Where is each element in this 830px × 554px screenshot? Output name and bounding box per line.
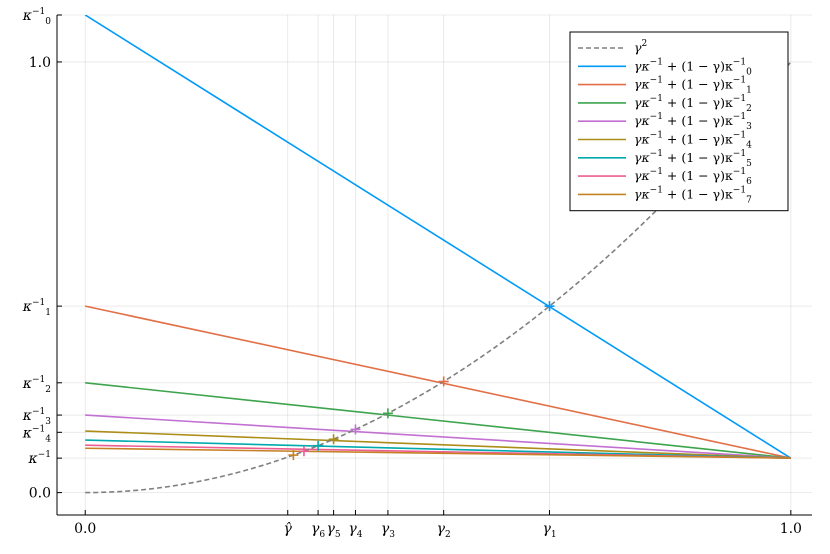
x-tick-label-5: γ3​ bbox=[381, 521, 395, 540]
legend-entry-series-5-label: γκ−1 + (1 − γ)κ−15​ bbox=[634, 149, 752, 169]
x-tick-label-4: γ4​ bbox=[348, 521, 362, 540]
y-tick-label-3: κ−13​ bbox=[22, 407, 51, 427]
intersection-marker-1 bbox=[438, 376, 449, 387]
series-line-4 bbox=[85, 430, 791, 459]
series-line-0 bbox=[84, 15, 792, 459]
intersection-marker-0 bbox=[544, 301, 555, 312]
series-line-5 bbox=[85, 439, 791, 459]
legend-entry-series-2-label: γκ−1 + (1 − γ)κ−12​ bbox=[634, 94, 752, 114]
x-tick-label-8: 1.0 bbox=[780, 521, 802, 537]
y-tick-label-1: κ−1​ bbox=[28, 450, 51, 467]
series-line-3 bbox=[85, 414, 791, 459]
x-tick-label-3: γ5​ bbox=[327, 521, 341, 540]
ticks: 0.0γ̂γ6​γ5​γ4​γ3​γ2​γ1​1.00.0κ−1​κ−14​κ−… bbox=[22, 7, 802, 540]
x-tick-label-2: γ6​ bbox=[311, 521, 325, 540]
x-tick-label-0: 0.0 bbox=[74, 521, 96, 537]
legend-entry-series-0-label: γκ−1 + (1 − γ)κ−10​ bbox=[634, 57, 752, 77]
legend-entry-series-7-label: γκ−1 + (1 − γ)κ−17​ bbox=[634, 185, 752, 205]
x-tick-label-6: γ2​ bbox=[437, 521, 451, 540]
series-line-7 bbox=[85, 447, 791, 459]
legend-entry-series-1-label: γκ−1 + (1 − γ)κ−11​ bbox=[634, 76, 752, 96]
series-line-1 bbox=[85, 305, 792, 459]
intersection-marker-5 bbox=[313, 440, 324, 451]
legend-entry-series-3-label: γκ−1 + (1 − γ)κ−13​ bbox=[634, 112, 752, 132]
y-tick-label-7: κ−10​ bbox=[22, 7, 51, 27]
legend: γ2​ γκ−1 + (1 − γ)κ−10​γκ−1 + (1 − γ)κ−11… bbox=[569, 31, 789, 212]
axes bbox=[56, 15, 812, 516]
series-line-2 bbox=[85, 381, 791, 459]
legend-entry-series-6-label: γκ−1 + (1 − γ)κ−16​ bbox=[634, 167, 752, 187]
y-tick-label-0: 0.0 bbox=[29, 486, 51, 502]
intersection-marker-7 bbox=[288, 450, 299, 461]
x-tick-label-7: γ1​ bbox=[542, 521, 556, 540]
y-tick-label-6: 1.0 bbox=[29, 55, 51, 71]
intersection-marker-2 bbox=[382, 408, 393, 419]
intersection-marker-3 bbox=[350, 424, 361, 435]
y-tick-label-5: κ−11​ bbox=[22, 298, 51, 318]
legend-entry-series-4-label: γκ−1 + (1 − γ)κ−14​ bbox=[634, 131, 752, 151]
legend-entry-curve-label: γ2​ bbox=[634, 39, 647, 55]
intersection-marker-6 bbox=[298, 446, 309, 457]
y-tick-label-4: κ−12​ bbox=[22, 375, 51, 395]
intersection-marker-4 bbox=[328, 434, 339, 445]
y-tick-label-2: κ−14​ bbox=[22, 424, 51, 444]
plot-area bbox=[84, 15, 792, 494]
grid bbox=[57, 14, 812, 515]
x-tick-label-1: γ̂ bbox=[284, 521, 293, 537]
